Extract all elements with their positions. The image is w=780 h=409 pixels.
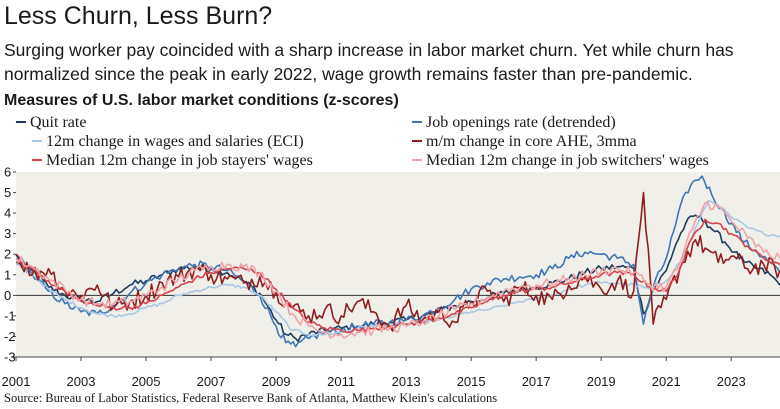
y-tick-label: 1 (4, 267, 11, 282)
plot-background (16, 172, 780, 357)
legend-swatch (16, 121, 26, 124)
page-title: Less Churn, Less Burn? (4, 2, 273, 30)
legend-item-job-stayers: Median 12m change in job stayers' wages (32, 152, 313, 170)
x-tick-label: 2019 (587, 374, 616, 389)
legend-label: 12m change in wages and salaries (ECI) (46, 133, 304, 150)
y-tick-label: 6 (4, 165, 11, 180)
chart-legend: Quit rate Job openings rate (detrended) … (16, 114, 776, 170)
page-subtitle: Surging worker pay coincided with a shar… (4, 40, 734, 84)
y-tick-label: -1 (4, 308, 16, 323)
x-tick-label: 2009 (262, 374, 291, 389)
legend-item-job-openings: Job openings rate (detrended) (412, 114, 616, 132)
legend-label: Quit rate (30, 114, 87, 131)
legend-swatch (32, 140, 42, 143)
y-tick-label: 3 (4, 226, 11, 241)
y-tick-label: -3 (4, 350, 16, 365)
x-tick-label: 2013 (392, 374, 421, 389)
legend-item-quit-rate: Quit rate (16, 114, 86, 132)
series-line (15, 218, 780, 334)
x-tick-label: 2017 (522, 374, 551, 389)
series-line (15, 200, 780, 339)
x-tick-label: 2003 (67, 374, 96, 389)
x-tick-label: 2023 (717, 374, 746, 389)
x-tick-label: 2007 (197, 374, 226, 389)
legend-swatch (32, 159, 42, 162)
legend-item-job-switchers: Median 12m change in job switchers' wage… (412, 152, 709, 170)
x-tick-label: 2001 (2, 374, 31, 389)
legend-label: Median 12m change in job stayers' wages (46, 152, 313, 169)
x-tick-label: 2005 (132, 374, 161, 389)
legend-label: Median 12m change in job switchers' wage… (426, 152, 709, 169)
series-line (15, 191, 780, 332)
y-tick-label: -2 (4, 329, 16, 344)
series-line (15, 214, 780, 343)
y-tick-label: 0 (4, 288, 11, 303)
legend-swatch (412, 140, 422, 143)
legend-item-core-ahe: m/m change in core AHE, 3mma (412, 133, 637, 151)
legend-swatch (412, 121, 422, 124)
x-tick-label: 2021 (652, 374, 681, 389)
y-tick-label: 5 (4, 185, 11, 200)
legend-label: m/m change in core AHE, 3mma (426, 133, 637, 150)
legend-swatch (412, 159, 422, 162)
x-tick-label: 2015 (457, 374, 486, 389)
legend-item-eci: 12m change in wages and salaries (ECI) (32, 133, 304, 151)
y-tick-label: 2 (4, 247, 11, 262)
series-line (15, 175, 780, 348)
legend-label: Job openings rate (detrended) (426, 114, 616, 131)
y-tick-label: 4 (4, 206, 11, 221)
chart-title: Measures of U.S. labor market conditions… (4, 92, 399, 109)
source-note: Source: Bureau of Labor Statistics, Fede… (4, 391, 498, 405)
x-tick-label: 2011 (327, 374, 355, 389)
